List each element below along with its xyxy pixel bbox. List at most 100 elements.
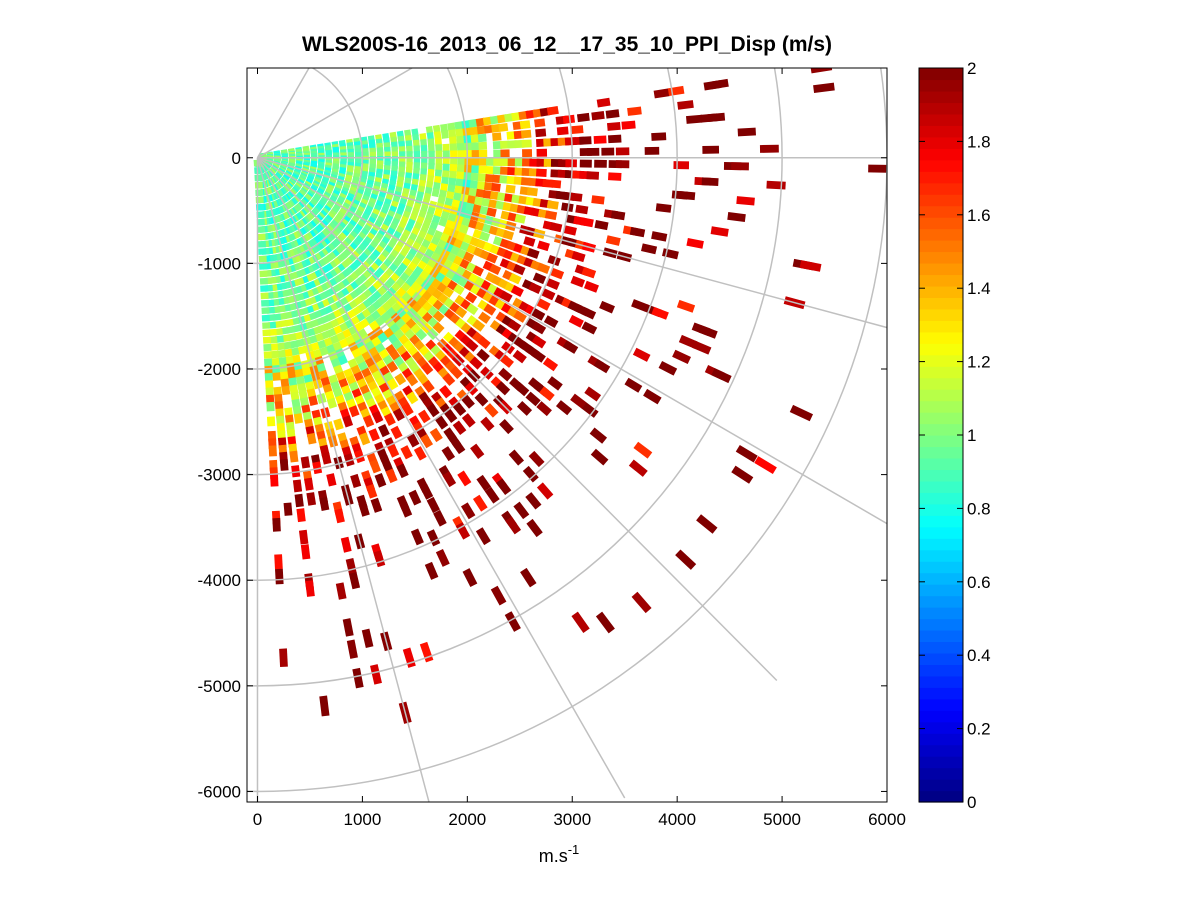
x-tick-label: 5000 (763, 810, 801, 829)
scan-bin (449, 365, 463, 380)
scan-bin (428, 156, 435, 165)
scan-bin (392, 408, 405, 422)
scan-bin (263, 351, 272, 359)
colorbar-band (919, 572, 963, 585)
colorbar-band (919, 228, 963, 241)
scan-bin (541, 288, 556, 301)
scan-bin (469, 356, 483, 370)
scan-bin (406, 433, 420, 448)
scan-bin (276, 342, 285, 351)
scan-bin (335, 582, 347, 600)
scan-bin (290, 391, 300, 402)
scan-bin (580, 217, 594, 228)
scan-bin (621, 120, 636, 130)
scan-bin (608, 134, 622, 144)
scan-bin (456, 171, 465, 180)
colorbar-band (919, 217, 963, 230)
scan-bin (673, 161, 690, 170)
scan-bin (710, 226, 729, 237)
scan-bin (610, 210, 626, 221)
colorbar-band (919, 710, 963, 723)
colorbar-band (919, 412, 963, 425)
scan-bin (480, 416, 495, 432)
colorbar-band (919, 171, 963, 184)
scan-bin (413, 446, 427, 461)
colorbar-band (919, 136, 963, 149)
scan-bin (352, 667, 364, 689)
scan-bin (334, 508, 345, 524)
scan-bin (615, 160, 630, 169)
colorbar-band (919, 90, 963, 104)
scan-bin (284, 355, 294, 365)
scan-bin (305, 381, 315, 392)
scan-bin (499, 175, 510, 184)
scan-bin (519, 120, 531, 130)
x-tick-label: 2000 (448, 810, 486, 829)
axis-tick-marks (247, 68, 888, 802)
scan-bin (422, 379, 435, 393)
scan-bin (270, 350, 279, 359)
colorbar-band (919, 779, 963, 792)
scan-bin (265, 380, 274, 389)
colorbar-band (919, 366, 963, 379)
colorbar-band (919, 629, 963, 643)
scan-bin (426, 496, 440, 514)
scan-bin (454, 121, 463, 131)
scan-bin (440, 123, 449, 133)
colorbar-band (919, 79, 963, 92)
scan-bin (479, 231, 491, 242)
colorbar-band (919, 721, 963, 734)
y-tick-label: -1000 (198, 254, 241, 273)
scan-bin (304, 477, 314, 491)
scan-bin (448, 129, 457, 139)
scan-bin (279, 459, 289, 471)
scan-bin (499, 290, 513, 303)
scan-bin (378, 423, 390, 438)
scan-bin (258, 255, 267, 263)
colorbar-tick-label: 2 (967, 59, 976, 78)
colorbar-band (919, 297, 963, 310)
scan-bin (581, 321, 598, 335)
scan-bin (433, 175, 442, 185)
scan-bin (464, 150, 473, 159)
scan-bin (274, 554, 283, 570)
scan-bin (270, 474, 279, 487)
colorbar-band (919, 698, 963, 711)
scan-bin (456, 143, 465, 152)
scan-bin (259, 263, 268, 270)
scan-bin (476, 181, 487, 190)
scan-bin (400, 445, 413, 460)
scan-bin (316, 362, 327, 373)
colorbar-band (919, 274, 963, 287)
scan-bin (298, 529, 309, 545)
scan-bin (463, 135, 472, 144)
scan-bin (486, 157, 495, 166)
scan-bin (789, 404, 814, 422)
scan-bin (456, 164, 465, 173)
scan-bin (435, 415, 449, 430)
scan-bin (482, 189, 493, 200)
scan-bin (677, 100, 694, 110)
scan-bin (256, 218, 265, 226)
scan-bin (575, 204, 589, 215)
colorbar-band (919, 285, 963, 298)
scan-bin (289, 384, 299, 395)
scan-bin (281, 385, 291, 396)
scan-bin (507, 140, 517, 149)
colorbar-band (919, 68, 963, 81)
scan-bin (305, 580, 315, 597)
scan-bin (492, 166, 502, 175)
scan-bin (692, 340, 712, 355)
scan-bin (319, 695, 330, 717)
scan-bin (735, 445, 758, 463)
scan-bin (272, 372, 281, 381)
scan-bin (586, 171, 600, 180)
colorbar-band (919, 538, 963, 551)
colorbar-tick-label: 1 (967, 426, 976, 445)
colorbar-band (919, 744, 963, 757)
scan-bin (727, 212, 746, 222)
scan-bin (272, 517, 281, 532)
colorbar-band (919, 125, 963, 138)
scan-bin (465, 291, 478, 304)
y-tick-label: 0 (232, 149, 241, 168)
